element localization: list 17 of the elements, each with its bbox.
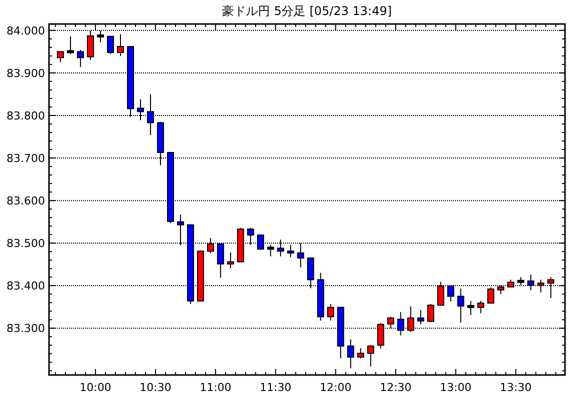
y-tick-label: 83.400	[6, 280, 45, 293]
x-tick-label: 13:00	[440, 381, 472, 394]
x-tick-label: 11:30	[260, 381, 292, 394]
x-tick-label: 13:30	[500, 381, 532, 394]
x-tick-label: 12:00	[320, 381, 352, 394]
y-tick-label: 83.900	[6, 66, 45, 80]
x-tick-label: 10:00	[80, 381, 112, 394]
y-tick-label: 83.800	[6, 109, 45, 122]
y-tick-label: 83.500	[6, 237, 45, 250]
y-tick-label: 83.600	[6, 194, 45, 208]
y-tick-label: 84.000	[6, 24, 45, 38]
y-tick-label: 83.300	[6, 322, 45, 336]
x-tick-label: 12:30	[380, 381, 412, 394]
y-tick-label: 83.700	[6, 152, 45, 166]
x-tick-label: 11:00	[200, 381, 232, 394]
x-tick-label: 10:30	[140, 381, 172, 394]
chart-title: 豪ドル円 5分足 [05/23 13:49]	[222, 4, 392, 18]
